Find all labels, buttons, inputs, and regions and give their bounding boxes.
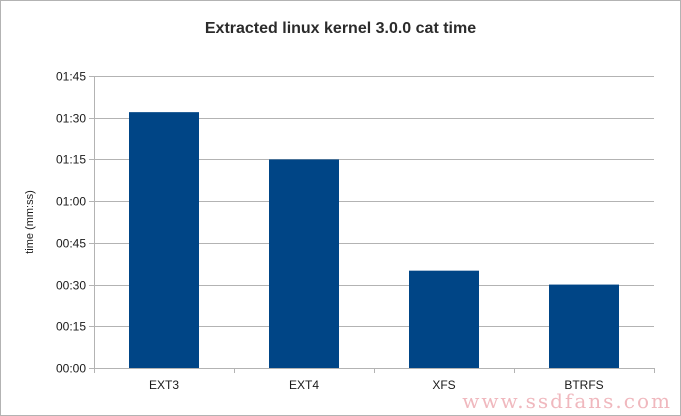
y-tick-label: 01:00	[56, 195, 86, 209]
x-tick-label: EXT3	[149, 378, 179, 392]
y-tick-label: 01:45	[56, 70, 86, 84]
y-tick-label: 00:30	[56, 279, 86, 293]
bar-xfs	[409, 270, 479, 368]
y-tick-label: 01:30	[56, 112, 86, 126]
y-axis-title: time (mm:ss)	[24, 190, 36, 254]
x-tick-label: BTRFS	[564, 378, 603, 392]
y-tick-label: 00:00	[56, 362, 86, 376]
x-tick-label: EXT4	[289, 378, 319, 392]
y-tick-label: 00:45	[56, 237, 86, 251]
bar-ext4	[269, 159, 339, 368]
x-tick-label: XFS	[432, 378, 455, 392]
watermark: www.ssdfans.com	[462, 389, 672, 413]
chart-title: Extracted linux kernel 3.0.0 cat time	[204, 20, 477, 37]
bar-btrfs	[549, 284, 619, 368]
bar-ext3	[129, 112, 199, 369]
y-tick-label: 01:15	[56, 153, 86, 167]
y-tick-label: 00:15	[56, 320, 86, 334]
